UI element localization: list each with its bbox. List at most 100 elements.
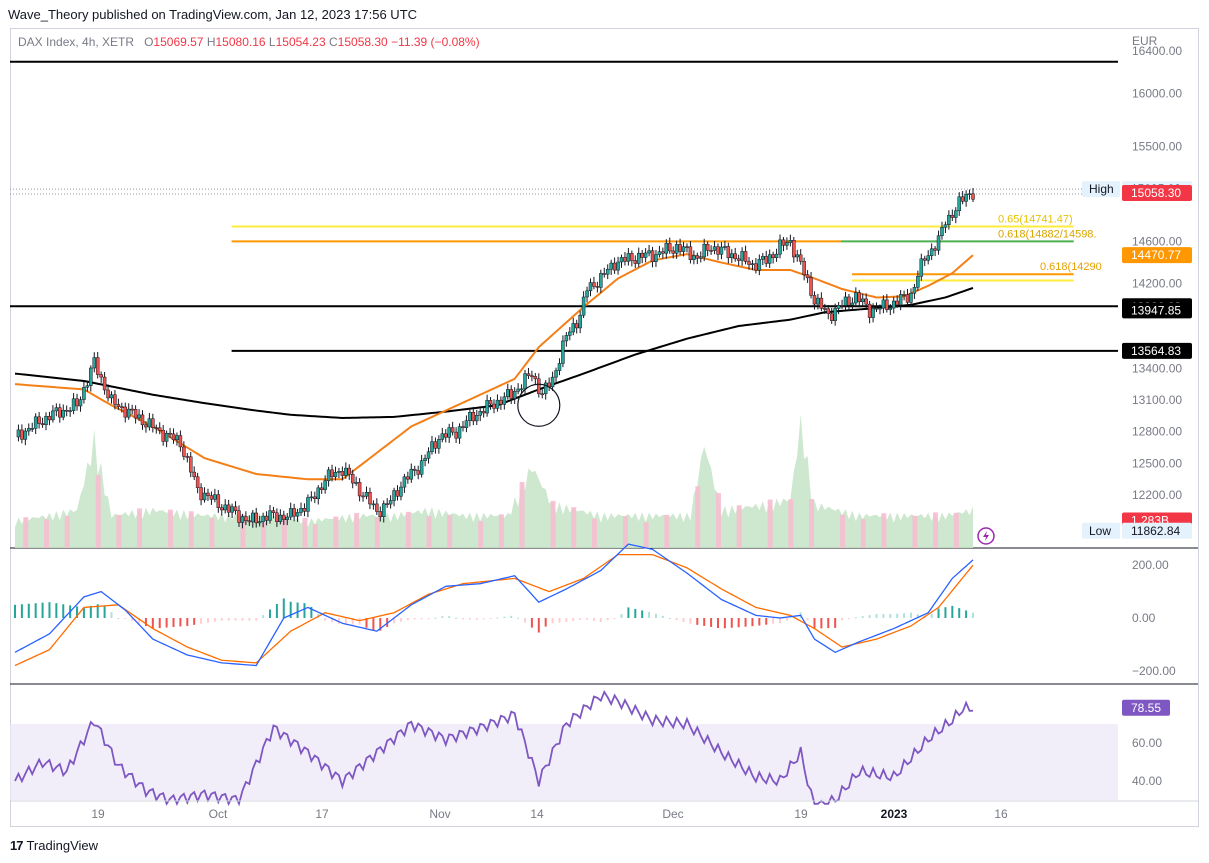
candle-down — [805, 274, 810, 279]
candle-down — [602, 273, 607, 275]
candle-down — [499, 399, 503, 405]
candle-down — [885, 299, 889, 310]
candle-up — [919, 258, 924, 277]
macd-histogram-bar — [468, 618, 471, 620]
macd-histogram-bar — [241, 618, 244, 621]
candle-up — [605, 268, 610, 275]
macd-histogram-bar — [337, 618, 340, 624]
high-value: 15080.16 — [215, 35, 266, 49]
candle-down — [182, 446, 186, 457]
macd-histogram-bar — [806, 618, 809, 621]
high-label: H — [206, 35, 216, 49]
macd-histogram-bar — [55, 603, 58, 618]
candle-up — [854, 292, 858, 304]
candle-down — [340, 471, 345, 476]
candle-down — [130, 408, 134, 411]
candle-up — [512, 391, 517, 399]
macd-histogram-bar — [310, 606, 313, 618]
macd-histogram-bar — [544, 618, 547, 627]
candle-up — [636, 252, 641, 264]
macd-histogram-bar — [110, 612, 113, 618]
candle-up — [71, 398, 76, 411]
candle-up — [251, 512, 255, 523]
candle-up — [940, 227, 944, 237]
time-axis-tick: Oct — [209, 807, 228, 821]
volume-bar — [664, 514, 670, 548]
candle-down — [716, 246, 720, 255]
ma-fast-line — [14, 253, 974, 481]
candle-up — [795, 254, 800, 258]
price-label: 13947.85 — [1131, 303, 1181, 317]
volume-bar — [312, 524, 318, 548]
candle-down — [533, 376, 538, 380]
candle-up — [419, 460, 424, 475]
candle-down — [313, 496, 317, 499]
candle-down — [209, 495, 214, 500]
candle-down — [416, 470, 420, 475]
price-label: 13564.83 — [1131, 344, 1181, 358]
volume-bar — [695, 486, 701, 548]
macd-histogram-bar — [20, 604, 23, 618]
macd-histogram-bar — [275, 604, 278, 618]
annotation-circle — [517, 383, 561, 427]
macd-histogram-bar — [944, 607, 947, 618]
macd-histogram-bar — [599, 618, 602, 622]
candle-down — [195, 476, 200, 488]
volume-bar — [209, 517, 215, 548]
candle-down — [661, 251, 665, 254]
macd-histogram-bar — [427, 618, 430, 620]
candle-down — [933, 248, 937, 251]
candle-up — [202, 492, 207, 501]
macd-histogram-bar — [661, 615, 664, 618]
candle-up — [516, 388, 520, 392]
candle-down — [192, 471, 196, 478]
candle-up — [674, 244, 679, 254]
candle-down — [667, 243, 672, 252]
volume-bar — [809, 499, 815, 548]
macd-histogram-bar — [972, 612, 974, 618]
candle-up — [278, 514, 283, 522]
candle-up — [78, 399, 83, 407]
tradingview-logo[interactable]: 17 TradingView — [10, 838, 98, 853]
candle-up — [761, 256, 765, 260]
macd-histogram-bar — [579, 618, 582, 620]
candle-down — [185, 456, 190, 458]
candle-up — [440, 433, 445, 440]
candle-down — [874, 307, 879, 310]
candle-down — [347, 467, 352, 475]
macd-histogram-bar — [82, 607, 85, 618]
macd-histogram-bar — [186, 618, 189, 626]
volume-bar — [550, 500, 556, 548]
rsi-axis-tick: 60.00 — [1132, 736, 1162, 750]
candle-up — [740, 251, 744, 261]
candle-down — [847, 296, 851, 306]
macd-histogram-bar — [420, 618, 423, 620]
candle-up — [785, 242, 789, 246]
macd-histogram-bar — [551, 618, 554, 624]
candle-up — [657, 251, 662, 255]
price-label: 11862.84 — [1131, 524, 1180, 538]
candle-down — [819, 297, 824, 309]
macd-histogram-bar — [847, 618, 850, 619]
chart-frame — [10, 28, 1199, 827]
macd-histogram-bar — [730, 618, 733, 628]
candle-up — [712, 246, 717, 251]
volume-bar — [64, 516, 70, 548]
candle-down — [840, 305, 844, 307]
tradingview-brand: TradingView — [26, 838, 99, 853]
candle-up — [681, 246, 686, 252]
volume-bar — [137, 508, 143, 548]
candle-down — [461, 426, 465, 428]
candle-down — [58, 407, 62, 418]
symbol-name[interactable]: DAX Index, 4h, XETR — [18, 35, 135, 49]
volume-bar — [840, 515, 846, 548]
candle-up — [240, 516, 245, 523]
candle-up — [323, 480, 327, 490]
macd-axis-tick: 0.00 — [1132, 611, 1156, 625]
volume-bar — [912, 515, 918, 548]
candle-up — [126, 408, 131, 418]
candle-up — [175, 435, 179, 441]
candle-down — [47, 415, 52, 421]
low-label: L — [268, 35, 276, 49]
